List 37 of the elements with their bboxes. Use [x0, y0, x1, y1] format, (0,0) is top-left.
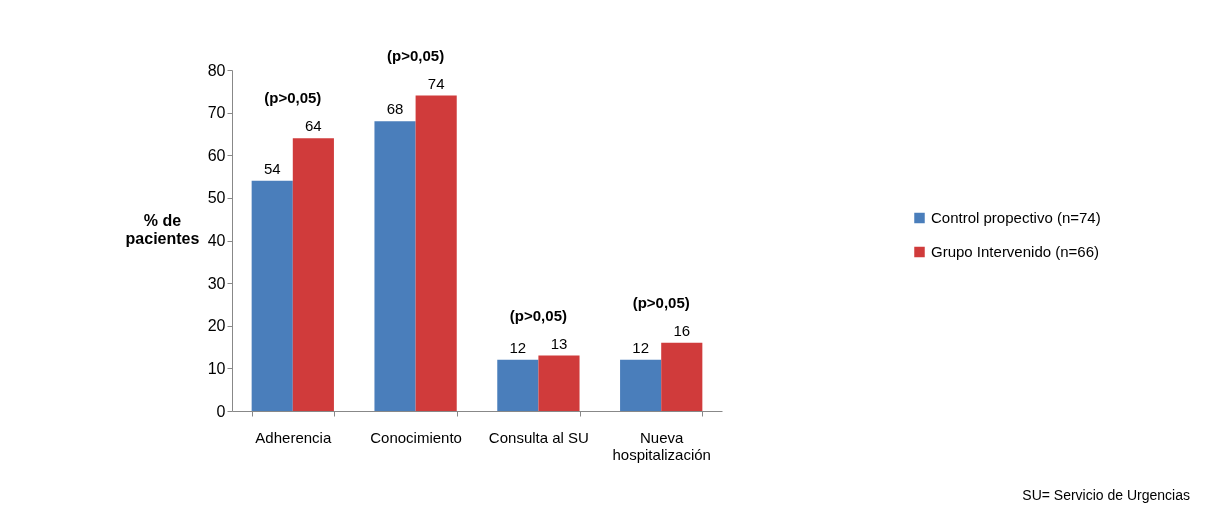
y-tick-label: 80: [207, 61, 226, 79]
data-label: 13: [550, 334, 568, 352]
data-label: 54: [263, 159, 281, 177]
data-label: 12: [632, 338, 649, 356]
bar: [292, 138, 334, 411]
y-tick-label: 20: [207, 317, 226, 335]
x-tick-label: Conocimiento: [370, 428, 462, 446]
y-tick-label: 70: [207, 104, 226, 122]
legend-label: Grupo Intervenido (n=66): [931, 243, 1100, 260]
bar: [620, 359, 662, 411]
annotation: (p>0,05): [387, 46, 445, 64]
annotation: (p>0,05): [632, 293, 690, 311]
y-tick-label: 60: [207, 146, 226, 164]
y-axis-title: % de pacientes: [125, 212, 200, 247]
y-tick-label: 30: [207, 274, 226, 292]
bar: [415, 95, 457, 411]
y-tick-label: 0: [216, 402, 226, 420]
bar: [497, 359, 539, 411]
y-tick-label: 10: [207, 359, 226, 377]
bar: [374, 121, 416, 411]
y-tick-label: 40: [207, 232, 226, 249]
data-label: 68: [386, 100, 404, 118]
legend-label: Control propectivo (n=74): [931, 209, 1101, 226]
x-tick-label: Nueva hospitalización: [612, 428, 711, 463]
annotation: (p>0,05): [509, 306, 567, 324]
x-tick-label: Consulta al SU: [488, 428, 589, 446]
data-label: 12: [509, 338, 527, 356]
text: SU= Servicio de Urgencias: [1022, 487, 1190, 503]
data-label: 74: [427, 74, 445, 92]
data-label: 16: [673, 321, 691, 339]
bar: [538, 355, 580, 411]
annotation: (p>0,05): [264, 89, 322, 107]
bar: [251, 180, 293, 411]
y-tick-label: 50: [207, 189, 226, 207]
data-label: 64: [305, 117, 322, 135]
bar: [661, 342, 703, 411]
x-tick-label: Adherencia: [255, 428, 332, 446]
